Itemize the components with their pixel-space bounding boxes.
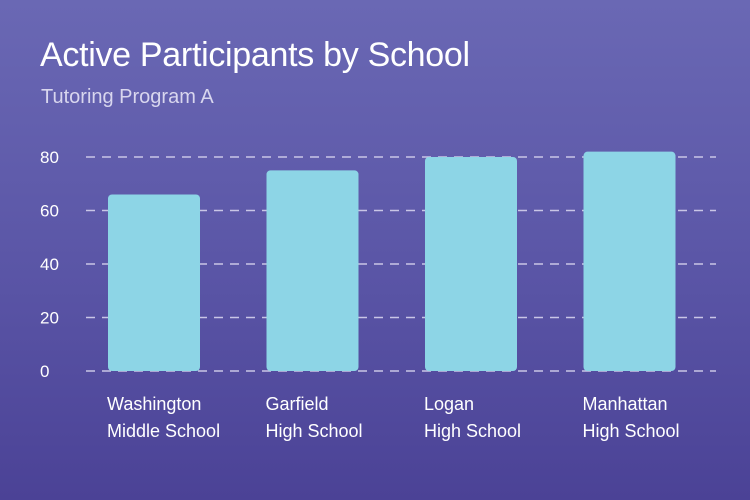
x-tick-label: High School (583, 421, 680, 441)
x-axis-labels: Washington Middle School Garfield High Scho… (107, 394, 680, 441)
y-axis-ticks: 0 20 40 60 80 (40, 148, 59, 381)
x-tick-label: High School (424, 421, 521, 441)
chart-title: Active Participants by School (40, 36, 470, 74)
x-tick-label: Manhattan (583, 394, 668, 414)
y-tick-label: 80 (40, 148, 59, 167)
x-tick-label: High School (266, 421, 363, 441)
y-tick-label: 40 (40, 255, 59, 274)
bar-1 (266, 170, 359, 371)
x-tick-label: Garfield (266, 394, 329, 414)
bar-2 (425, 157, 517, 371)
y-tick-label: 20 (40, 309, 59, 328)
bar-0 (108, 194, 200, 371)
x-tick-label: Logan (424, 394, 474, 414)
chart-subtitle: Tutoring Program A (41, 86, 214, 108)
y-tick-label: 60 (40, 202, 59, 221)
x-tick-label: Washington (107, 394, 201, 414)
x-tick-label: Middle School (107, 421, 220, 441)
bars (108, 151, 676, 371)
bar-3 (583, 151, 676, 371)
y-tick-label: 0 (40, 362, 49, 381)
